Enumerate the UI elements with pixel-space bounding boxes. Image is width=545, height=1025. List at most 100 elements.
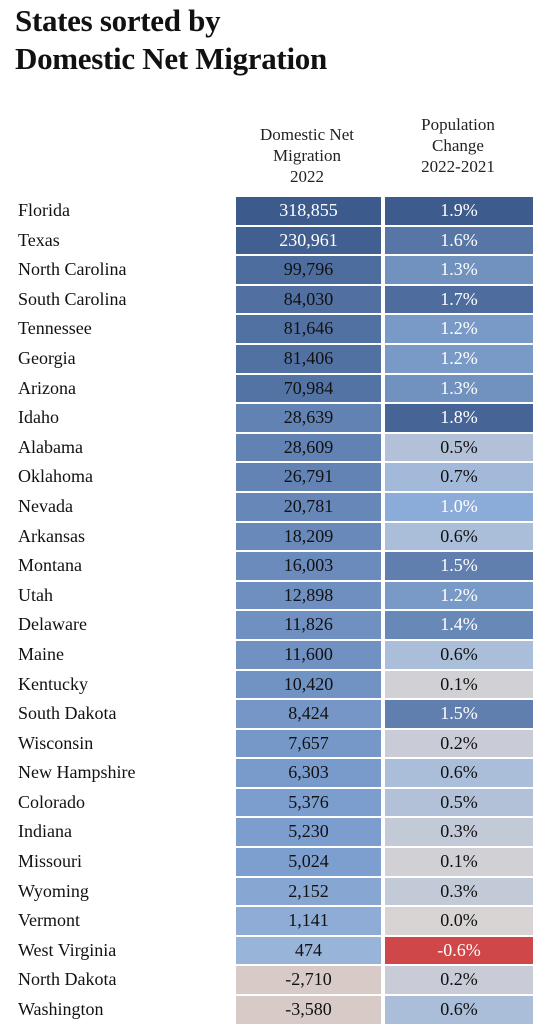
migration-cell: 28,639 xyxy=(236,404,381,432)
migration-cell: 20,781 xyxy=(236,492,381,521)
migration-cell: 99,796 xyxy=(236,256,381,284)
migration-cell: 10,420 xyxy=(236,670,381,699)
state-name: Missouri xyxy=(18,851,83,872)
table-row: Colorado 5,376 0.5% xyxy=(0,788,545,818)
column-header-population-change: Population Change 2022-2021 xyxy=(421,115,495,176)
migration-cell: 12,898 xyxy=(236,581,381,610)
state-name: Arizona xyxy=(18,377,76,398)
table-row: Arkansas 18,209 0.6% xyxy=(0,522,545,552)
state-name: North Carolina xyxy=(18,259,127,280)
migration-cell: 318,855 xyxy=(236,197,381,225)
table-row: North Dakota -2,710 0.2% xyxy=(0,965,545,995)
state-name: Washington xyxy=(18,999,104,1020)
table-row: Texas 230,961 1.6% xyxy=(0,226,545,256)
state-name: West Virginia xyxy=(18,939,117,960)
migration-cell: 2,152 xyxy=(236,877,381,906)
table-row: Washington -3,580 0.6% xyxy=(0,995,545,1025)
table-row: Oklahoma 26,791 0.7% xyxy=(0,462,545,492)
population-change-cell: 0.3% xyxy=(385,818,533,847)
migration-cell: 5,230 xyxy=(236,818,381,847)
state-name: Colorado xyxy=(18,791,85,812)
table-row: Wyoming 2,152 0.3% xyxy=(0,877,545,907)
table-row: Florida 318,855 1.9% xyxy=(0,196,545,226)
chart-title: States sorted by Domestic Net Migration xyxy=(15,2,327,78)
population-change-cell: 1.7% xyxy=(385,285,533,314)
state-name: Texas xyxy=(18,229,60,250)
state-name: Vermont xyxy=(18,910,80,931)
state-name: Maine xyxy=(18,643,64,664)
migration-cell: 474 xyxy=(236,936,381,965)
population-change-cell: 1.4% xyxy=(385,611,533,639)
table-row: South Dakota 8,424 1.5% xyxy=(0,699,545,729)
population-change-cell: 1.8% xyxy=(385,404,533,432)
table-row: Nevada 20,781 1.0% xyxy=(0,492,545,522)
population-change-cell: 0.6% xyxy=(385,522,533,551)
migration-cell: 5,024 xyxy=(236,848,381,876)
state-name: Nevada xyxy=(18,495,73,516)
population-change-cell: 0.2% xyxy=(385,966,533,995)
state-name: Delaware xyxy=(18,614,87,635)
state-name: Wyoming xyxy=(18,880,89,901)
migration-cell: 70,984 xyxy=(236,374,381,403)
population-change-cell: 1.3% xyxy=(385,374,533,403)
population-change-cell: 0.6% xyxy=(385,759,533,787)
migration-cell: 28,609 xyxy=(236,433,381,462)
migration-cell: -3,580 xyxy=(236,996,381,1024)
migration-cell: -2,710 xyxy=(236,966,381,995)
state-name: Georgia xyxy=(18,347,76,368)
population-change-cell: 1.5% xyxy=(385,700,533,728)
table-row: West Virginia 474 -0.6% xyxy=(0,936,545,966)
migration-cell: 16,003 xyxy=(236,552,381,580)
population-change-cell: 0.1% xyxy=(385,848,533,876)
state-name: South Dakota xyxy=(18,703,117,724)
table-row: Arizona 70,984 1.3% xyxy=(0,374,545,404)
population-change-cell: -0.6% xyxy=(385,936,533,965)
population-change-cell: 0.7% xyxy=(385,463,533,491)
state-name: Idaho xyxy=(18,407,59,428)
table-row: Kentucky 10,420 0.1% xyxy=(0,670,545,700)
population-change-cell: 0.6% xyxy=(385,640,533,669)
state-name: New Hampshire xyxy=(18,762,136,783)
state-name: Tennessee xyxy=(18,318,92,339)
migration-cell: 5,376 xyxy=(236,788,381,817)
state-name: Indiana xyxy=(18,821,72,842)
population-change-cell: 0.6% xyxy=(385,996,533,1024)
table-row: Idaho 28,639 1.8% xyxy=(0,403,545,433)
migration-cell: 230,961 xyxy=(236,226,381,255)
migration-cell: 6,303 xyxy=(236,759,381,787)
population-change-cell: 0.3% xyxy=(385,877,533,906)
table-row: Vermont 1,141 0.0% xyxy=(0,906,545,936)
table-row: Tennessee 81,646 1.2% xyxy=(0,314,545,344)
population-change-cell: 1.5% xyxy=(385,552,533,580)
population-change-cell: 1.0% xyxy=(385,492,533,521)
population-change-cell: 0.2% xyxy=(385,729,533,758)
state-name: North Dakota xyxy=(18,969,117,990)
population-change-cell: 0.5% xyxy=(385,788,533,817)
population-change-cell: 0.0% xyxy=(385,907,533,935)
migration-cell: 26,791 xyxy=(236,463,381,491)
table-row: South Carolina 84,030 1.7% xyxy=(0,285,545,315)
data-table: Florida 318,855 1.9% Texas 230,961 1.6% North … xyxy=(0,196,545,1025)
migration-cell: 1,141 xyxy=(236,907,381,935)
population-change-cell: 0.5% xyxy=(385,433,533,462)
state-name: South Carolina xyxy=(18,288,127,309)
state-name: Kentucky xyxy=(18,673,88,694)
table-row: New Hampshire 6,303 0.6% xyxy=(0,758,545,788)
table-row: Maine 11,600 0.6% xyxy=(0,640,545,670)
population-change-cell: 1.2% xyxy=(385,344,533,373)
population-change-cell: 1.3% xyxy=(385,256,533,284)
population-change-cell: 1.6% xyxy=(385,226,533,255)
migration-cell: 84,030 xyxy=(236,285,381,314)
column-header-migration: Domestic Net Migration 2022 xyxy=(260,125,354,186)
migration-cell: 7,657 xyxy=(236,729,381,758)
table-row: Alabama 28,609 0.5% xyxy=(0,433,545,463)
table-row: North Carolina 99,796 1.3% xyxy=(0,255,545,285)
table-row: Utah 12,898 1.2% xyxy=(0,581,545,611)
population-change-cell: 0.1% xyxy=(385,670,533,699)
table-row: Wisconsin 7,657 0.2% xyxy=(0,729,545,759)
title-line-2: Domestic Net Migration xyxy=(15,41,327,76)
state-name: Arkansas xyxy=(18,525,85,546)
migration-cell: 81,646 xyxy=(236,315,381,343)
state-name: Oklahoma xyxy=(18,466,93,487)
migration-cell: 18,209 xyxy=(236,522,381,551)
